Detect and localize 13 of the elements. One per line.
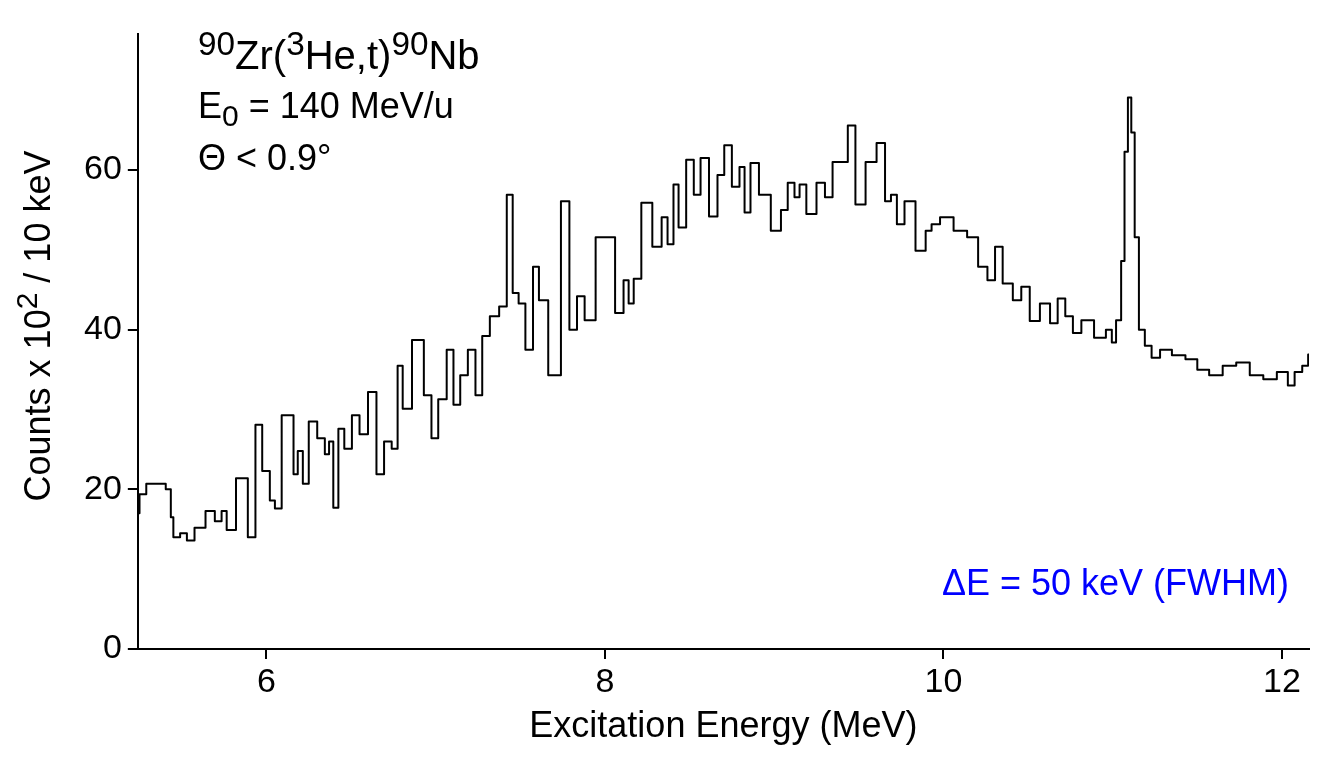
x-tick-label: 10 (924, 660, 963, 699)
y-tick-label: 60 (83, 148, 122, 187)
y-tick-label: 40 (83, 308, 122, 347)
y-tick-label: 0 (102, 627, 122, 666)
x-axis-title: Excitation Energy (MeV) (529, 704, 918, 746)
annotation: ΔE = 50 keV (FWHM) (941, 562, 1289, 604)
y-tick-label: 20 (83, 467, 122, 506)
x-tick-label: 12 (1263, 660, 1301, 699)
x-tick-label: 6 (256, 660, 276, 699)
x-tick-label: 8 (595, 660, 615, 699)
annotation: $^{90}$Zr($^{3}$He,t)$^{90}$Nb (198, 25, 480, 78)
annotation: E$_{0}$ = 140 MeV/u (198, 85, 454, 133)
annotation: Θ < 0.9° (198, 137, 332, 178)
